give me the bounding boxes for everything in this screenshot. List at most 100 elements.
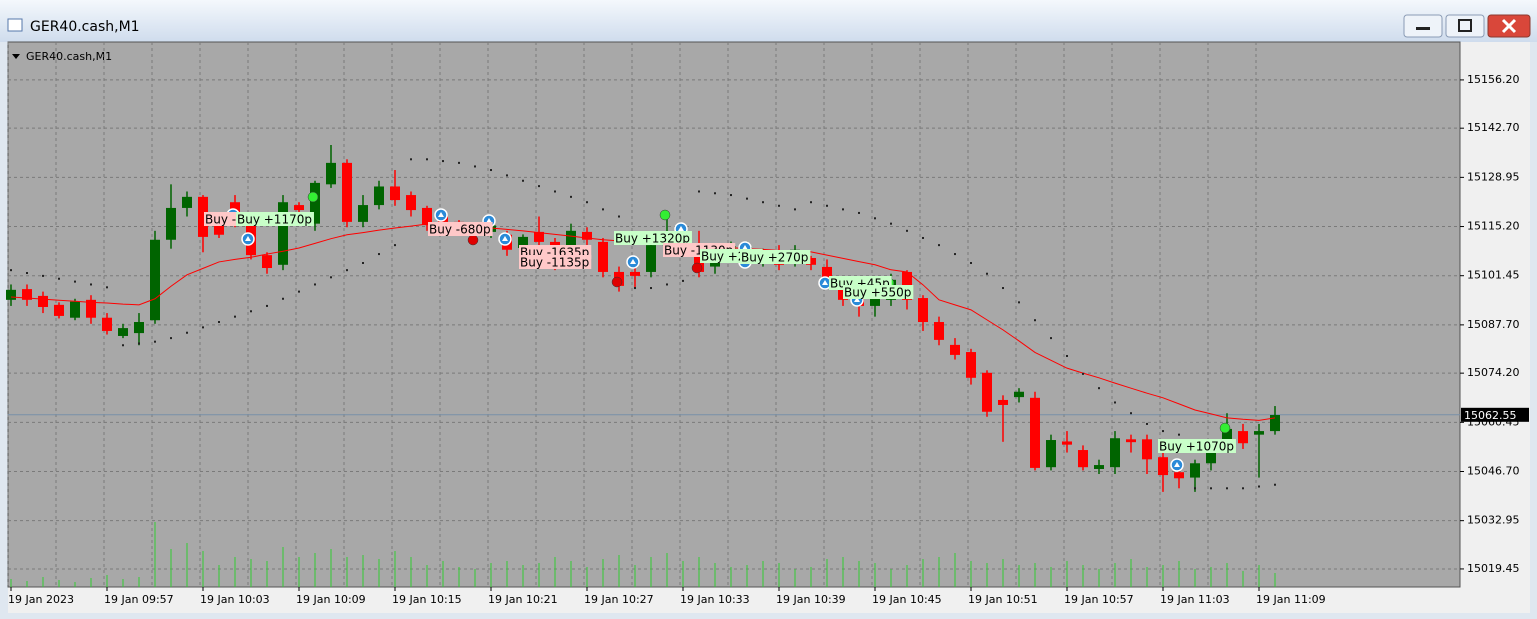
sar-dot (698, 190, 700, 193)
candle-body (294, 205, 304, 211)
candle-body (214, 225, 224, 235)
sar-dot (106, 286, 108, 289)
sar-dot (1178, 433, 1180, 436)
sar-dot (1258, 485, 1260, 488)
candle-body (1254, 431, 1264, 435)
candle-body (966, 352, 976, 378)
trade-arrow-glyph (486, 218, 492, 223)
candle-body (54, 304, 64, 316)
minimize-button[interactable] (1403, 14, 1443, 38)
candle-body (646, 245, 656, 272)
trade-label-bg (740, 250, 811, 264)
candle-body (310, 182, 320, 224)
candle-body (390, 186, 400, 201)
y-tick-label: 15142.70 (1467, 121, 1520, 134)
x-tick-label: 19 Jan 09:57 (104, 593, 174, 606)
sar-dot (570, 195, 572, 198)
sar-dot (426, 158, 428, 161)
sar-dot (362, 262, 364, 265)
candle-body (150, 239, 160, 321)
x-tick-label: 19 Jan 10:51 (968, 593, 1038, 606)
symbol-menu-arrow[interactable] (12, 54, 20, 59)
candle-body (1062, 441, 1072, 445)
sar-dot (586, 201, 588, 204)
x-tick-label: 19 Jan 10:09 (296, 593, 366, 606)
sar-dot (42, 274, 44, 277)
candle-body (1014, 391, 1024, 398)
sar-dot (666, 283, 668, 286)
sar-dot (202, 326, 204, 329)
sar-dot (874, 217, 876, 220)
sar-dot (922, 236, 924, 239)
sar-dot (746, 197, 748, 200)
trade-label-bg (236, 212, 314, 226)
x-tick-label: 19 Jan 10:33 (680, 593, 750, 606)
trade-arrow-glyph (1174, 462, 1180, 467)
y-tick-label: 15156.20 (1467, 73, 1520, 86)
y-tick-label: 15032.95 (1467, 514, 1520, 527)
trade-label: Buy -680p (429, 223, 491, 237)
trade-arrow-glyph (678, 226, 684, 231)
sar-dot (1210, 487, 1212, 490)
sar-dot (1066, 354, 1068, 357)
sar-dot (682, 279, 684, 282)
sar-dot (122, 344, 124, 347)
sar-dot (442, 160, 444, 163)
candle-body (262, 255, 272, 269)
sar-dot (314, 283, 316, 286)
sar-dot (1130, 412, 1132, 415)
y-tick-label: 15128.95 (1467, 170, 1520, 183)
sar-dot (1162, 430, 1164, 433)
candle-body (326, 162, 336, 185)
sar-dot (26, 272, 28, 275)
sar-dot (1082, 372, 1084, 375)
sar-dot (794, 208, 796, 211)
y-tick-label: 15046.70 (1467, 464, 1520, 477)
trade-arrow-glyph (822, 280, 828, 285)
maximize-button[interactable] (1445, 14, 1485, 38)
candle-body (630, 271, 640, 276)
candle-body (278, 202, 288, 265)
sar-dot (1034, 319, 1036, 322)
sar-dot (730, 194, 732, 197)
trade-exit-dot (307, 191, 319, 203)
window-icon (7, 18, 23, 32)
trade-label: Buy +1320p (615, 232, 690, 246)
candle-body (70, 301, 80, 318)
sar-dot (410, 158, 412, 161)
trade-exit-dot (691, 262, 703, 274)
candle-body (1222, 428, 1232, 442)
sar-dot (186, 331, 188, 334)
sar-dot (346, 269, 348, 272)
trade-arrow-glyph (854, 297, 860, 302)
sar-dot (1098, 387, 1100, 390)
sar-dot (634, 287, 636, 290)
trade-label: Buy +270p (741, 251, 808, 265)
sar-dot (506, 174, 508, 177)
candle-body (166, 207, 176, 240)
candle-body (342, 162, 352, 222)
sar-dot (906, 229, 908, 232)
sar-dot (58, 277, 60, 280)
candle-body (1078, 450, 1088, 468)
candle-body (694, 245, 704, 272)
time-axis (8, 587, 1530, 613)
x-tick-label: 19 Jan 10:03 (200, 593, 270, 606)
window-title: GER40.cash,M1 (30, 19, 140, 35)
maximize-glyph (1458, 19, 1472, 32)
sar-dot (10, 269, 12, 272)
current-price-label: 15062.55 (1464, 409, 1517, 422)
candle-body (358, 205, 368, 222)
chart-symbol: GER40.cash,M1 (26, 50, 112, 63)
trade-exit-dot (1219, 422, 1231, 434)
candle-body (998, 399, 1008, 405)
trade-label: Buy -1135p (520, 256, 589, 270)
x-tick-label: 19 Jan 10:57 (1064, 593, 1134, 606)
trade-arrow-glyph (245, 236, 251, 241)
sar-dot (1050, 337, 1052, 340)
trade-label-bg (428, 222, 493, 236)
sar-dot (1114, 401, 1116, 404)
sar-dot (522, 179, 524, 182)
chart-layer: 15156.20 15142.70 15128.95 15115.20 15101.45… (6, 42, 1529, 606)
